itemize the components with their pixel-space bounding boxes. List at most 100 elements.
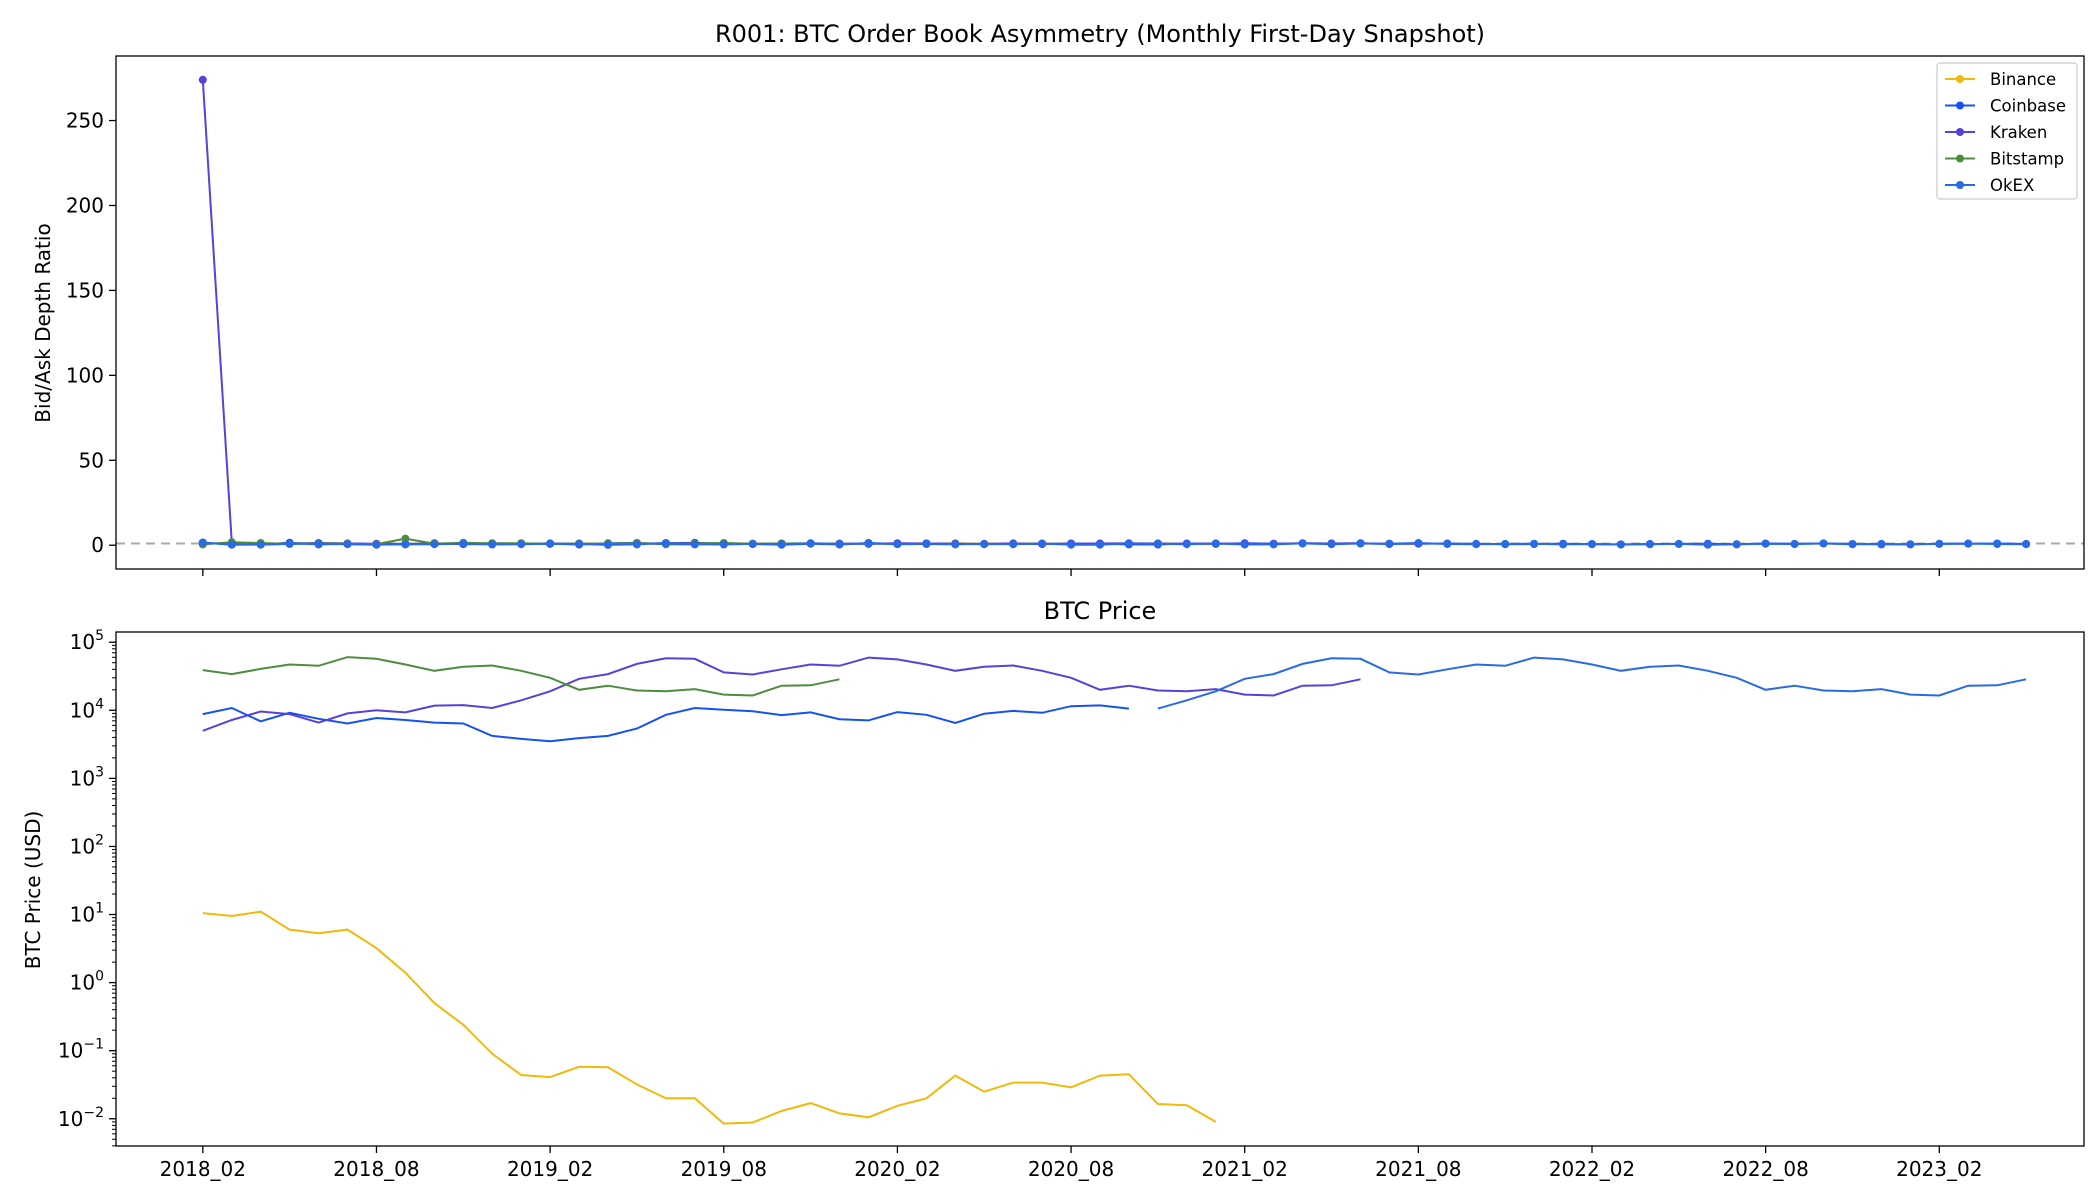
x-tick-label: 2019_02 xyxy=(507,1157,593,1181)
depth-point-okex xyxy=(1530,539,1539,548)
y-tick-label: 103 xyxy=(70,764,104,790)
depth-point-okex xyxy=(314,539,323,548)
depth-ratio-y-ticks: 0 50 100 150 200 250 xyxy=(66,109,116,557)
x-tick-label: 2023_02 xyxy=(1896,1157,1982,1181)
btc-price-x-ticks: 2018_02 2018_08 2019_02 2019_08 2020_02 2020_… xyxy=(160,1146,1982,1181)
depth-point-okex xyxy=(1703,540,1712,549)
depth-point-okex xyxy=(1096,540,1104,549)
depth-point-okex xyxy=(1906,540,1915,549)
depth-point-okex xyxy=(1269,540,1278,549)
depth-point-okex xyxy=(1732,540,1741,549)
legend-swatch-marker xyxy=(1956,154,1964,163)
legend-item-binance: Binance xyxy=(1945,70,2056,89)
legend-item-coinbase: Coinbase xyxy=(1945,97,2066,116)
depth-point-okex xyxy=(690,540,699,549)
depth-point-okex xyxy=(1501,539,1510,548)
depth-point-okex xyxy=(980,539,989,548)
legend-box xyxy=(1936,62,2078,200)
depth-point-okex xyxy=(2022,540,2031,549)
depth-point-okex xyxy=(604,540,612,549)
legend-item-okex: OkEX xyxy=(1945,176,2034,195)
btc-price-axes-frame xyxy=(115,631,2085,1147)
btc-price-panel: BTC Price BTC Price (USD) 10−2 10−1 100 101… xyxy=(21,597,2085,1181)
depth-point-okex xyxy=(632,540,641,549)
y-tick-label: 100 xyxy=(70,969,104,995)
depth-point-okex xyxy=(1327,540,1336,549)
depth-point-okex xyxy=(922,540,931,548)
depth-series-okex xyxy=(198,538,2031,549)
depth-point-okex xyxy=(893,540,902,549)
y-tick-label: 200 xyxy=(66,193,104,217)
depth-point-okex xyxy=(748,539,757,548)
depth-point-okex xyxy=(1124,539,1133,548)
legend-swatch-marker xyxy=(1956,128,1964,136)
x-tick-label: 2022_02 xyxy=(1549,1157,1635,1181)
depth-point-okex xyxy=(1240,540,1249,549)
legend-item-bitstamp: Bitstamp xyxy=(1945,150,2064,169)
legend-label: OkEX xyxy=(1990,176,2034,195)
depth-point-okex xyxy=(1761,539,1770,548)
depth-point-okex xyxy=(1182,540,1191,549)
depth-point-okex xyxy=(1819,539,1828,548)
depth-ratio-x-ticks xyxy=(202,569,1940,576)
depth-point-okex xyxy=(1356,539,1365,548)
y-tick-label: 0 xyxy=(91,533,104,557)
depth-ratio-title: R001: BTC Order Book Asymmetry (Monthly … xyxy=(715,20,1485,48)
depth-point-okex xyxy=(1848,540,1857,549)
y-tick-label: 50 xyxy=(79,448,104,472)
btc-price-ylabel: BTC Price (USD) xyxy=(21,811,45,970)
y-tick-label: 100 xyxy=(66,363,104,387)
y-tick-label: 105 xyxy=(70,628,104,654)
depth-point-okex xyxy=(1067,540,1076,549)
depth-point-okex xyxy=(1559,540,1568,549)
depth-point-okex xyxy=(1472,540,1481,549)
depth-point-okex xyxy=(835,539,844,548)
y-tick-label: 102 xyxy=(70,832,104,858)
depth-point-okex xyxy=(343,540,352,549)
depth-point-okex xyxy=(1790,540,1799,548)
x-tick-label: 2019_08 xyxy=(681,1157,767,1181)
price-line-kraken xyxy=(202,656,1361,732)
legend-swatch-marker xyxy=(1956,75,1964,83)
y-tick-label: 101 xyxy=(70,901,104,927)
depth-point-okex xyxy=(459,539,468,548)
depth-point-okex xyxy=(1616,540,1625,549)
y-tick-label: 10−2 xyxy=(58,1105,104,1131)
legend-label: Binance xyxy=(1990,70,2056,89)
price-line-okex xyxy=(1157,656,2027,710)
depth-point-okex xyxy=(285,539,294,548)
depth-point-okex xyxy=(1414,539,1423,547)
depth-point-okex xyxy=(256,540,265,549)
depth-point-okex xyxy=(1385,539,1394,548)
depth-point-okex xyxy=(575,540,584,548)
depth-line-okex xyxy=(202,541,2027,546)
depth-point-okex xyxy=(1588,540,1596,548)
depth-point-okex xyxy=(1038,539,1047,548)
depth-point-okex xyxy=(1298,539,1307,548)
depth-point-okex xyxy=(1674,539,1683,548)
depth-point-okex xyxy=(488,540,497,549)
depth-point-okex xyxy=(1645,540,1654,549)
depth-point-okex xyxy=(430,540,439,549)
depth-point-okex xyxy=(1935,539,1944,548)
depth-point-okex xyxy=(1993,540,2002,548)
btc-price-y-ticks: 10−2 10−1 100 101 102 103 104 105 xyxy=(58,628,116,1147)
depth-ratio-ylabel: Bid/Ask Depth Ratio xyxy=(31,223,55,422)
depth-ratio-series xyxy=(198,75,2031,549)
depth-point-okex xyxy=(806,539,815,548)
depth-point-okex xyxy=(1443,540,1452,548)
depth-point-okex xyxy=(372,540,381,549)
x-tick-label: 2020_02 xyxy=(854,1157,940,1181)
price-line-bitstamp xyxy=(202,656,840,697)
legend-swatch-marker xyxy=(1956,181,1964,189)
depth-point-bitstamp xyxy=(401,534,410,543)
depth-point-okex xyxy=(777,540,786,549)
depth-point-okex xyxy=(1964,539,1973,548)
legend-label: Coinbase xyxy=(1990,97,2066,116)
legend-label: Kraken xyxy=(1990,123,2047,142)
legend-item-kraken: Kraken xyxy=(1945,123,2047,142)
x-tick-label: 2018_02 xyxy=(160,1157,246,1181)
depth-point-okex xyxy=(1877,539,1886,548)
y-tick-label: 150 xyxy=(66,278,104,302)
